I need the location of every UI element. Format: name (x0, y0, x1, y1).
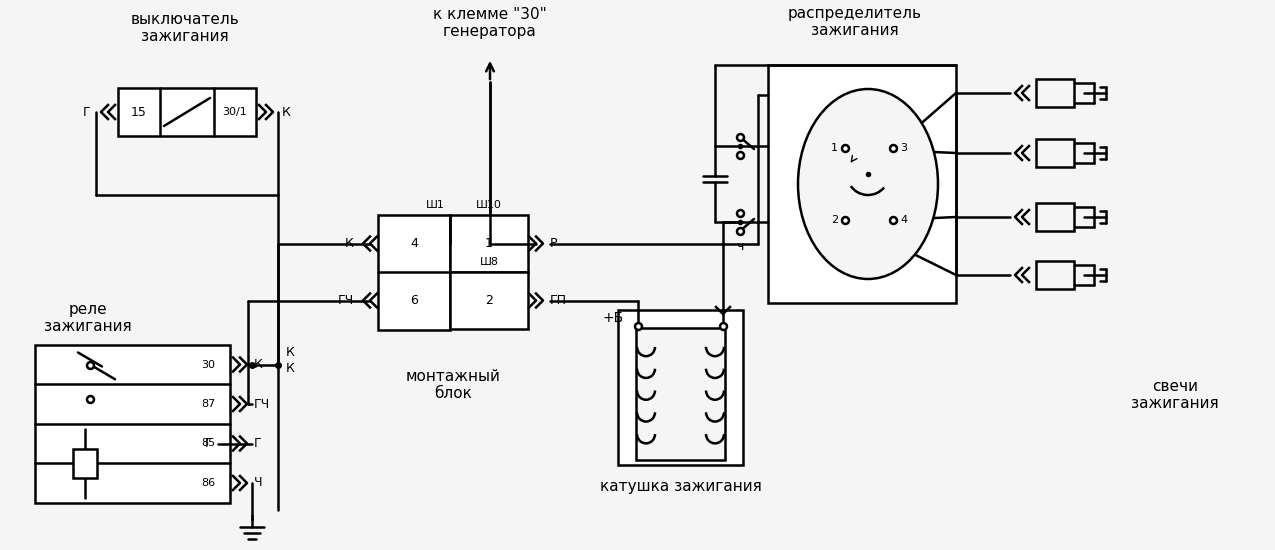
Text: 2: 2 (831, 215, 838, 225)
Text: К: К (346, 237, 354, 250)
Bar (1037, 261, 1074, 289)
Bar (450, 215, 528, 272)
Text: ГЧ: ГЧ (338, 294, 354, 307)
Text: К: К (254, 358, 263, 371)
Text: 6: 6 (411, 294, 418, 307)
Bar (1037, 139, 1074, 167)
Bar (377, 215, 450, 330)
Text: реле
зажигания: реле зажигания (45, 302, 131, 334)
Text: 30: 30 (201, 360, 215, 370)
Text: Ш10: Ш10 (476, 200, 502, 210)
Bar (119, 88, 256, 136)
Bar (34, 345, 230, 503)
Text: Ч: Ч (254, 476, 263, 490)
Text: 2: 2 (484, 294, 493, 307)
Ellipse shape (798, 89, 938, 279)
Text: выключатель
зажигания: выключатель зажигания (130, 12, 240, 44)
Text: Р: Р (550, 237, 557, 250)
Text: К: К (286, 362, 295, 375)
Text: Г: Г (204, 437, 212, 450)
Text: Ш1: Ш1 (426, 200, 445, 210)
Bar (636, 328, 725, 460)
Text: ч: ч (737, 240, 743, 254)
Text: 1: 1 (484, 237, 493, 250)
Text: +Б: +Б (603, 311, 623, 325)
Text: 3: 3 (900, 143, 907, 153)
Text: 86: 86 (201, 478, 215, 488)
Text: катушка зажигания: катушка зажигания (599, 480, 761, 494)
Text: 30/1: 30/1 (223, 107, 247, 117)
Text: распределитель
зажигания: распределитель зажигания (788, 6, 922, 38)
Bar (1037, 79, 1074, 107)
Text: ГЧ: ГЧ (254, 398, 270, 410)
Text: 87: 87 (201, 399, 215, 409)
Bar (73, 448, 97, 478)
Text: Г: Г (83, 106, 91, 118)
Text: ГП: ГП (550, 294, 567, 307)
Text: 85: 85 (201, 438, 215, 448)
Text: 15: 15 (131, 106, 147, 118)
Text: к клемме "30"
генератора: к клемме "30" генератора (434, 7, 547, 39)
Text: 4: 4 (900, 215, 907, 225)
Text: К: К (282, 106, 291, 118)
Bar (768, 65, 956, 303)
Text: 1: 1 (831, 143, 838, 153)
Text: Ш8: Ш8 (479, 257, 499, 267)
Text: монтажный
блок: монтажный блок (405, 369, 500, 401)
Bar (1037, 203, 1074, 231)
Text: 4: 4 (411, 237, 418, 250)
Bar (618, 310, 743, 465)
Bar (450, 272, 528, 329)
Text: К: К (286, 346, 295, 359)
Text: свечи
зажигания: свечи зажигания (1131, 379, 1219, 411)
Text: Г: Г (254, 437, 261, 450)
